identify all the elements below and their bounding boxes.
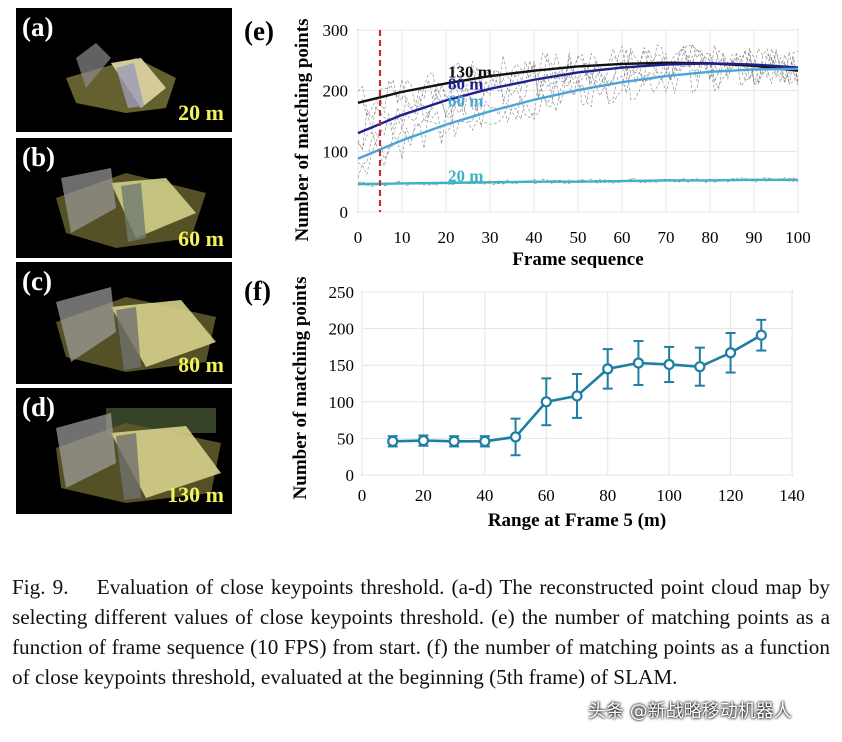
data-point	[694, 361, 706, 373]
data-point	[663, 358, 675, 371]
pointcloud-render	[56, 408, 221, 503]
raw-trace-line	[357, 51, 799, 176]
chart-f-ylabel: Number of matching points	[290, 277, 311, 500]
data-point	[540, 396, 552, 408]
y-tick-label: 250	[329, 283, 355, 302]
data-point	[602, 363, 614, 375]
x-tick-label: 20	[438, 228, 455, 247]
x-tick-label: 40	[476, 486, 493, 505]
chart-f: (f) 0 20 40 60 80 100 120 140 0 50 100 150 200 250 R…	[244, 276, 805, 531]
x-tick-label: 0	[354, 228, 363, 247]
raw-trace-line	[357, 47, 799, 150]
chart-e-ylabel: Number of matching points	[292, 19, 313, 242]
raw-trace-line	[357, 43, 799, 119]
x-tick-label: 80	[599, 486, 616, 505]
panel-letter: (a)	[22, 12, 54, 42]
chart-e: (e) 0 10 20 30 40 50 60 70 80 90 100 0 100 200 300 13…	[244, 16, 811, 268]
panel-a-pointcloud: (a) 20 m	[16, 8, 232, 132]
x-tick-label: 0	[358, 486, 367, 505]
x-tick-label: 80	[702, 228, 719, 247]
data-point	[755, 329, 767, 341]
caption-text: Evaluation of close keypoints threshold.…	[12, 575, 831, 689]
x-tick-label: 40	[526, 228, 543, 247]
x-tick-label: 30	[482, 228, 499, 247]
data-point	[417, 434, 430, 447]
y-tick-label: 300	[323, 21, 349, 40]
x-tick-label: 90	[746, 228, 763, 247]
panel-letter: (b)	[22, 142, 55, 172]
y-tick-label: 100	[323, 142, 349, 161]
x-tick-label: 100	[785, 228, 811, 247]
panel-range-label: 130 m	[167, 482, 224, 507]
figure-caption: Fig. 9. Evaluation of close keypoints th…	[12, 572, 830, 692]
x-tick-label: 10	[394, 228, 411, 247]
chart-f-xlabel: Range at Frame 5 (m)	[488, 510, 666, 531]
panel-d-pointcloud: (d) 130 m	[16, 388, 232, 514]
panel-c-pointcloud: (c) 80 m	[16, 262, 232, 384]
series-line-80-m	[357, 62, 799, 135]
panel-letter: (c)	[22, 266, 52, 296]
raw-trace-line	[357, 45, 799, 151]
x-tick-label: 60	[614, 228, 631, 247]
series-line-60-m	[357, 67, 799, 160]
chart-e-grid	[357, 29, 799, 213]
panel-range-label: 60 m	[178, 226, 224, 251]
y-tick-label: 50	[337, 429, 354, 448]
panel-b-pointcloud: (b) 60 m	[16, 138, 232, 258]
y-tick-label: 0	[340, 203, 349, 222]
data-point	[448, 435, 460, 447]
y-tick-label: 100	[329, 393, 355, 412]
panel-range-label: 80 m	[178, 352, 224, 377]
chart-e-xlabel: Frame sequence	[512, 249, 643, 268]
x-tick-label: 140	[779, 486, 805, 505]
panel-letter: (d)	[22, 392, 55, 422]
y-tick-label: 200	[329, 320, 355, 339]
pointcloud-render	[56, 168, 206, 248]
data-point	[571, 390, 583, 402]
x-tick-label: 70	[658, 228, 675, 247]
panel-range-label: 20 m	[178, 100, 224, 125]
watermark: 头条 @新战略移动机器人	[580, 692, 828, 732]
data-point	[724, 347, 737, 359]
chart-f-grid	[361, 291, 793, 476]
series-label: 20 m	[448, 167, 483, 186]
y-tick-label: 150	[329, 356, 355, 375]
pointcloud-render	[56, 287, 216, 372]
series-label: 60 m	[448, 91, 483, 110]
x-tick-label: 50	[570, 228, 587, 247]
x-tick-label: 60	[538, 486, 555, 505]
data-point	[632, 357, 645, 369]
x-tick-label: 20	[415, 486, 432, 505]
y-tick-label: 0	[346, 466, 355, 485]
data-point	[479, 435, 491, 447]
caption-label: Fig. 9.	[12, 575, 69, 599]
y-tick-label: 200	[323, 82, 349, 101]
chart-e-panel-label: (e)	[244, 16, 274, 46]
x-tick-label: 100	[656, 486, 682, 505]
data-point	[509, 431, 522, 443]
x-tick-label: 120	[718, 486, 744, 505]
series-line-20-m	[357, 178, 798, 186]
data-point	[387, 435, 399, 447]
series-label: 80 m	[448, 74, 483, 93]
series-label: 130 m	[448, 62, 492, 81]
chart-f-panel-label: (f)	[244, 276, 271, 306]
pointcloud-render	[66, 43, 176, 113]
